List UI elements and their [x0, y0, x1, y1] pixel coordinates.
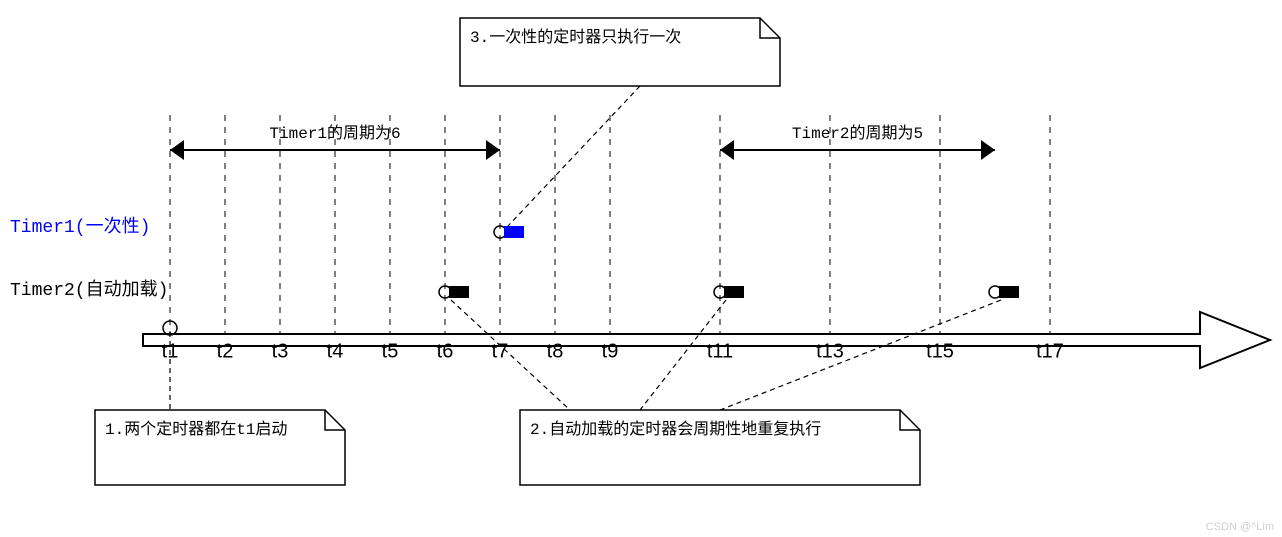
span-timer1-label: Timer1的周期为6 [269, 124, 400, 143]
event-timer2-1-box [724, 286, 744, 298]
note-1-text: 1.两个定时器都在t1启动 [105, 420, 287, 439]
tick-label-t15: t15 [926, 341, 954, 363]
tick-label-t2: t2 [217, 341, 234, 363]
tick-label-t8: t8 [547, 341, 564, 363]
span-timer2-head-r [981, 140, 995, 160]
note-2-leader-2 [720, 300, 1001, 410]
tick-label-t9: t9 [602, 341, 619, 363]
span-timer1-head-r [486, 140, 500, 160]
tick-label-t3: t3 [272, 341, 289, 363]
note-3-text: 3.一次性的定时器只执行一次 [470, 28, 681, 47]
span-timer2-head-l [720, 140, 734, 160]
tick-label-t5: t5 [382, 341, 399, 363]
tick-label-t13: t13 [816, 341, 844, 363]
event-timer1-0-box [504, 226, 524, 238]
tick-label-t11: t11 [707, 341, 733, 363]
event-timer2-0-box [449, 286, 469, 298]
tick-label-t7: t7 [492, 341, 509, 363]
tick-label-t17: t17 [1036, 341, 1064, 363]
timer-diagram: t1t2t3t4t5t6t7t8t9t11t13t15t17Timer1(一次性… [0, 0, 1282, 537]
span-timer1-head-l [170, 140, 184, 160]
row-label-timer2: Timer2(自动加载) [10, 279, 168, 301]
span-timer2-label: Timer2的周期为5 [792, 124, 923, 143]
event-timer2-2-box [999, 286, 1019, 298]
note-2-text: 2.自动加载的定时器会周期性地重复执行 [530, 420, 821, 439]
watermark-text: CSDN @^Lim [1206, 521, 1274, 533]
tick-label-t6: t6 [437, 341, 454, 363]
note-3-leader-0 [508, 86, 640, 226]
tick-label-t4: t4 [327, 341, 344, 363]
row-label-timer1: Timer1(一次性) [10, 216, 150, 238]
